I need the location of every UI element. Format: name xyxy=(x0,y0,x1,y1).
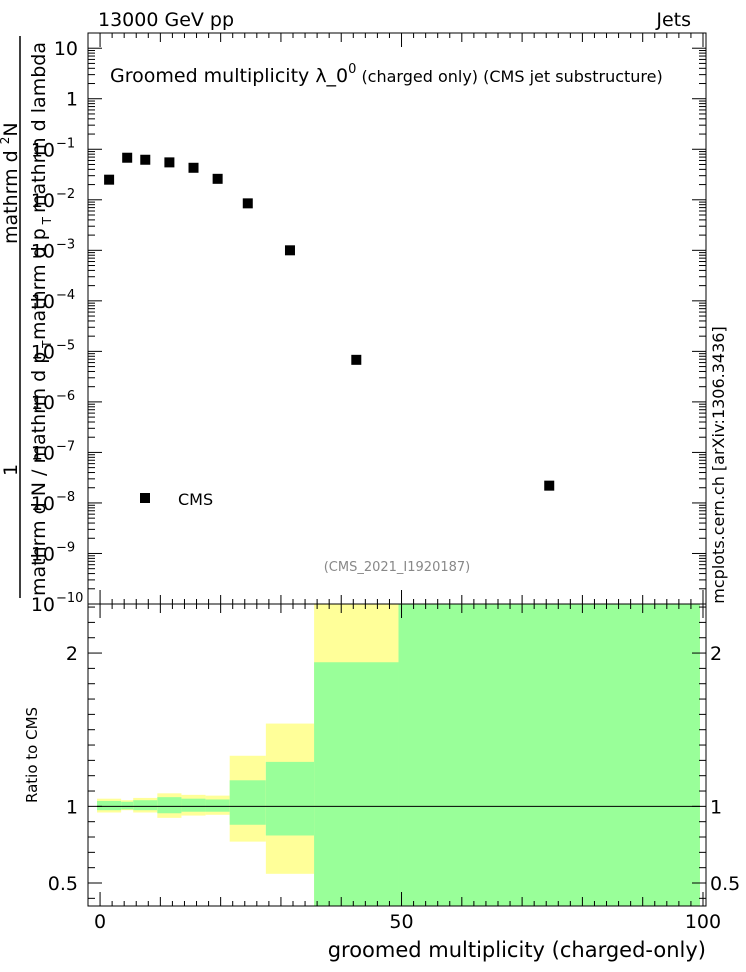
data-point xyxy=(140,154,151,165)
ratio-y-tick-label: 0.5 xyxy=(710,873,740,895)
ratio-y-tick-label: 1 xyxy=(710,796,722,818)
ratio-inner-band-2 xyxy=(133,800,158,811)
ratio-inner-band-4 xyxy=(181,798,206,812)
data-point xyxy=(104,174,115,185)
legend-marker xyxy=(140,493,150,503)
y-tick-label: 10 xyxy=(31,190,55,212)
ratio-inner-band-6 xyxy=(229,780,266,825)
y-label-denominator: mathrm d N / mathrm d p T xyxy=(28,340,54,596)
ratio-panel: 0 50 100 groomed multiplicity (charged-only… xyxy=(23,603,740,962)
y-tick-exponent: −9 xyxy=(56,540,75,555)
y-label-denominator-2: mathrm d p Tmathrm d lambda xyxy=(28,42,54,340)
data-point xyxy=(188,162,199,173)
y-tick-label: 10 xyxy=(31,341,55,363)
ratio-y-tick-label: 1 xyxy=(66,796,78,818)
data-point xyxy=(122,152,133,163)
data-point xyxy=(164,157,175,168)
data-point xyxy=(284,245,295,256)
y-tick-exponent: −2 xyxy=(56,187,75,202)
y-tick-exponent: −1 xyxy=(56,136,75,151)
ratio-inner-band-5 xyxy=(205,799,230,812)
y-tick-label: 10 xyxy=(31,493,55,515)
ratio-inner-band-8 xyxy=(314,662,399,906)
process-label: Jets xyxy=(655,9,691,31)
y-tick-exponent: −10 xyxy=(56,591,83,606)
y-axis-label: 1 mathrm d N / mathrm d p Tmathrm d p Tma… xyxy=(0,36,54,598)
ratio-y-tick-label: 2 xyxy=(710,643,722,665)
ratio-y-tick-label: 2 xyxy=(66,643,78,665)
ratio-inner-band-7 xyxy=(265,761,315,836)
energy-label: 13000 GeV pp xyxy=(98,9,234,31)
y-tick-label: 10 xyxy=(31,392,55,414)
y-tick-exponent: −4 xyxy=(56,288,75,303)
source-watermark: mcplots.cern.ch [arXiv:1306.3436] xyxy=(709,326,728,603)
x-tick-label: 100 xyxy=(685,911,721,933)
y-tick-exponent: −5 xyxy=(56,338,75,353)
y-tick-label: 10 xyxy=(31,139,55,161)
y-tick-label: 10 xyxy=(31,442,55,464)
y-label-one: 1 xyxy=(0,464,22,476)
y-tick-label: 10 xyxy=(31,594,55,616)
y-tick-label: 10 xyxy=(31,543,55,565)
y-tick-label: 1 xyxy=(66,89,78,111)
data-point xyxy=(544,480,555,491)
y-tick-label: 10 xyxy=(54,38,78,60)
ratio-inner-band-1 xyxy=(121,801,134,810)
data-point xyxy=(242,198,253,209)
ratio-inner-band-0 xyxy=(97,800,122,811)
ratio-inner-band-3 xyxy=(157,797,182,814)
x-tick-label: 0 xyxy=(94,911,106,933)
y-tick-exponent: −7 xyxy=(56,439,75,454)
analysis-id: (CMS_2021_I1920187) xyxy=(324,560,471,575)
y-tick-exponent: −3 xyxy=(56,237,75,252)
y-tick-exponent: −8 xyxy=(56,490,75,505)
data-point xyxy=(351,354,362,365)
ratio-plot-frame xyxy=(87,603,707,907)
main-plot-frame xyxy=(87,32,707,605)
ratio-y-tick-label: 0.5 xyxy=(48,873,78,895)
x-axis-label: groomed multiplicity (charged-only) xyxy=(328,938,706,962)
x-tick-label: 50 xyxy=(389,911,413,933)
ratio-inner-band-9 xyxy=(398,604,700,906)
ratio-y-axis-label: Ratio to CMS xyxy=(23,707,41,803)
y-tick-exponent: −6 xyxy=(56,389,75,404)
legend-label: CMS xyxy=(178,490,213,509)
data-point xyxy=(212,173,223,184)
y-tick-label: 10 xyxy=(31,291,55,313)
plot-title: Groomed multiplicity λ_00 (charged only) … xyxy=(110,62,663,87)
y-label-numerator: mathrm d 2N xyxy=(0,122,22,244)
y-tick-label: 10 xyxy=(31,240,55,262)
